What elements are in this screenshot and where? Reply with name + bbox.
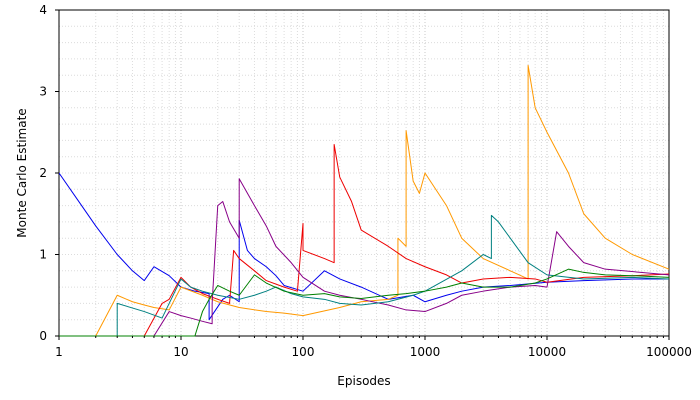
series-line-1 — [58, 172, 669, 321]
x-axis-title: Episodes — [337, 374, 390, 388]
series-layer — [58, 64, 670, 337]
plot-frame — [58, 9, 670, 337]
y-tick-label: 1 — [39, 248, 47, 262]
y-axis-title: Monte Carlo Estimate — [15, 108, 29, 237]
series-line-5 — [59, 214, 670, 337]
series-line-6 — [59, 268, 670, 337]
series-line-2 — [59, 64, 670, 337]
x-tick-label: 10000 — [528, 345, 566, 359]
x-tick-label: 1 — [55, 345, 63, 359]
y-tick-label: 0 — [39, 329, 47, 343]
x-tick-label: 10 — [173, 345, 188, 359]
series-line-4 — [59, 178, 670, 337]
x-tick-label: 100 — [292, 345, 315, 359]
x-tick-label: 100000 — [646, 345, 692, 359]
x-tick-label: 1000 — [410, 345, 441, 359]
y-tick-label: 3 — [39, 85, 47, 99]
y-tick-label: 2 — [39, 166, 47, 180]
x-axis-ticks: 1 10 100 1000 10000 100000 — [55, 336, 692, 359]
y-tick-label: 4 — [39, 3, 47, 17]
series-line-3 — [59, 143, 670, 337]
grid — [58, 9, 670, 337]
y-axis-ticks: 0 1 2 3 4 — [39, 3, 59, 343]
